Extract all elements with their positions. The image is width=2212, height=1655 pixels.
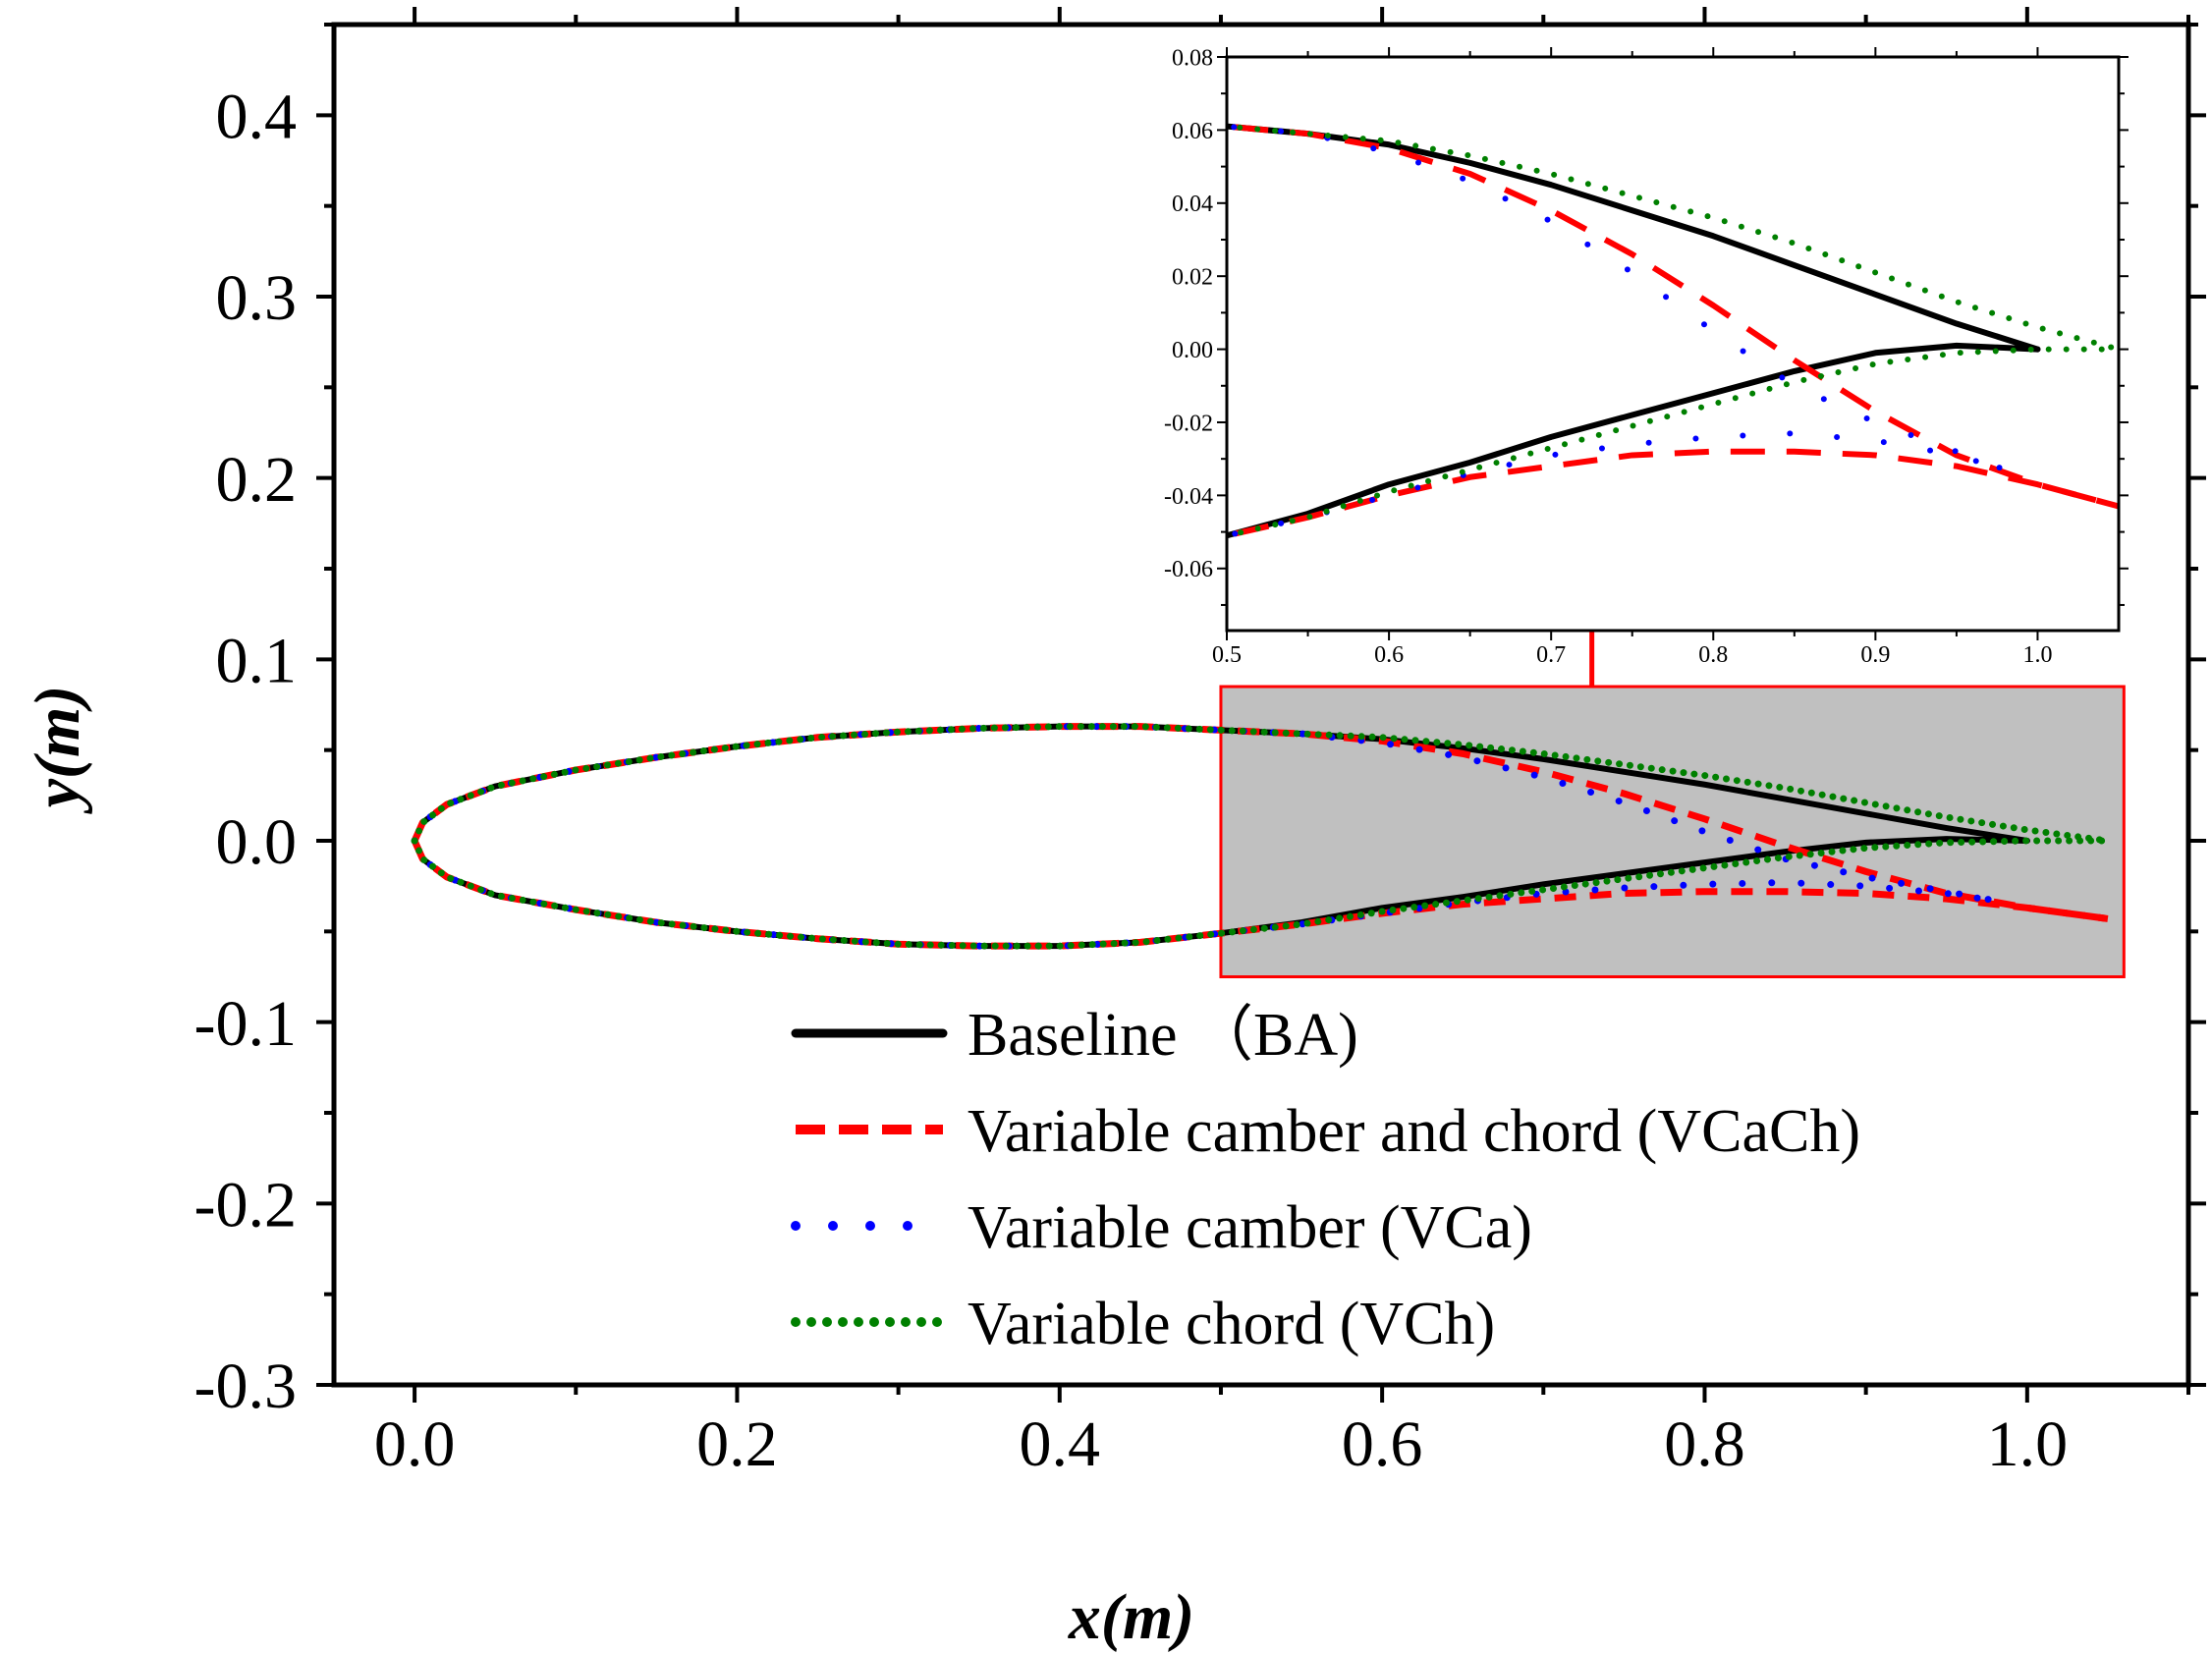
x-tick-label: 1.0	[2022, 642, 2052, 668]
series-2-lower-line	[1227, 430, 2009, 539]
legend-label-2: Variable camber (VCa)	[968, 1194, 1532, 1261]
main-series-group	[411, 723, 2112, 950]
y-tick-label: 0.0	[216, 806, 298, 878]
y-tick-label: -0.2	[194, 1169, 297, 1241]
inset-series-group	[1227, 123, 2119, 539]
y-tick-label: -0.04	[1164, 484, 1213, 510]
x-tick-label: 0.6	[1342, 1408, 1423, 1480]
y-tick-label: 0.04	[1172, 192, 1213, 217]
x-tick-label: 0.5	[1212, 642, 1242, 668]
main-plot-frame	[331, 22, 2191, 1388]
series-3-upper-line	[411, 723, 2112, 845]
x-tick-label: 0.9	[1860, 642, 1890, 668]
y-tick-label: 0.06	[1172, 119, 1213, 144]
series-3-lower-line	[411, 837, 2112, 950]
main-axis-ticks: 0.0 0.2 0.4 0.6 0.8 1.0 -0.3 -0.2 -0.1 0.0 0.1 0.2 0…	[194, 7, 2206, 1480]
inset-axis-ticks: 0.5 0.6 0.7 0.8 0.9 1.0 -0.06 -0.04 -0.02 0.00 0.0…	[1164, 45, 2129, 668]
legend-label-3: Variable chord (VCh)	[968, 1291, 1495, 1357]
x-tick-label: 0.2	[696, 1408, 778, 1480]
x-tick-label: 1.0	[1987, 1408, 2069, 1480]
y-tick-label: 0.3	[216, 262, 298, 334]
y-tick-label: -0.02	[1164, 411, 1213, 436]
y-tick-label: -0.3	[194, 1351, 297, 1422]
legend: Baseline （BA) Variable camber and chord (…	[791, 1002, 1860, 1357]
x-tick-label: 0.7	[1536, 642, 1566, 668]
inset-plot: 0.5 0.6 0.7 0.8 0.9 1.0 -0.06 -0.04 -0.02 0.00 0.0…	[1164, 45, 2129, 668]
legend-label-0: Baseline （BA)	[968, 1002, 1358, 1069]
series-0-lower-line	[1227, 342, 2041, 539]
x-axis-title: x(m)	[1068, 1581, 1194, 1653]
y-tick-label: -0.1	[194, 988, 297, 1060]
y-tick-label: 0.2	[216, 444, 298, 516]
main-plot: 0.0 0.2 0.4 0.6 0.8 1.0 -0.3 -0.2 -0.1 0.0 0.1 0.2 0…	[22, 7, 2206, 1653]
series-2-upper-line	[411, 723, 1999, 905]
y-tick-label: 0.4	[216, 81, 298, 152]
series-3-upper-line	[1227, 123, 2119, 353]
y-tick-label: -0.06	[1164, 557, 1213, 582]
y-tick-label: 0.00	[1172, 338, 1213, 363]
y-tick-label: 0.08	[1172, 45, 1213, 71]
series-1-lower-line	[1227, 448, 2119, 539]
x-tick-label: 0.4	[1020, 1408, 1101, 1480]
y-tick-label: 0.02	[1172, 265, 1213, 291]
legend-label-1: Variable camber and chord (VCaCh)	[968, 1098, 1860, 1165]
series-1-upper-line	[1227, 123, 2119, 510]
x-tick-label: 0.8	[1664, 1408, 1745, 1480]
x-tick-label: 0.0	[374, 1408, 456, 1480]
y-axis-title: y(m)	[22, 686, 93, 815]
inset-plot-frame	[1225, 55, 2121, 633]
series-0-upper-line	[1227, 123, 2041, 353]
x-tick-label: 0.8	[1698, 642, 1728, 668]
y-tick-label: 0.1	[216, 625, 298, 696]
x-tick-label: 0.6	[1374, 642, 1404, 668]
